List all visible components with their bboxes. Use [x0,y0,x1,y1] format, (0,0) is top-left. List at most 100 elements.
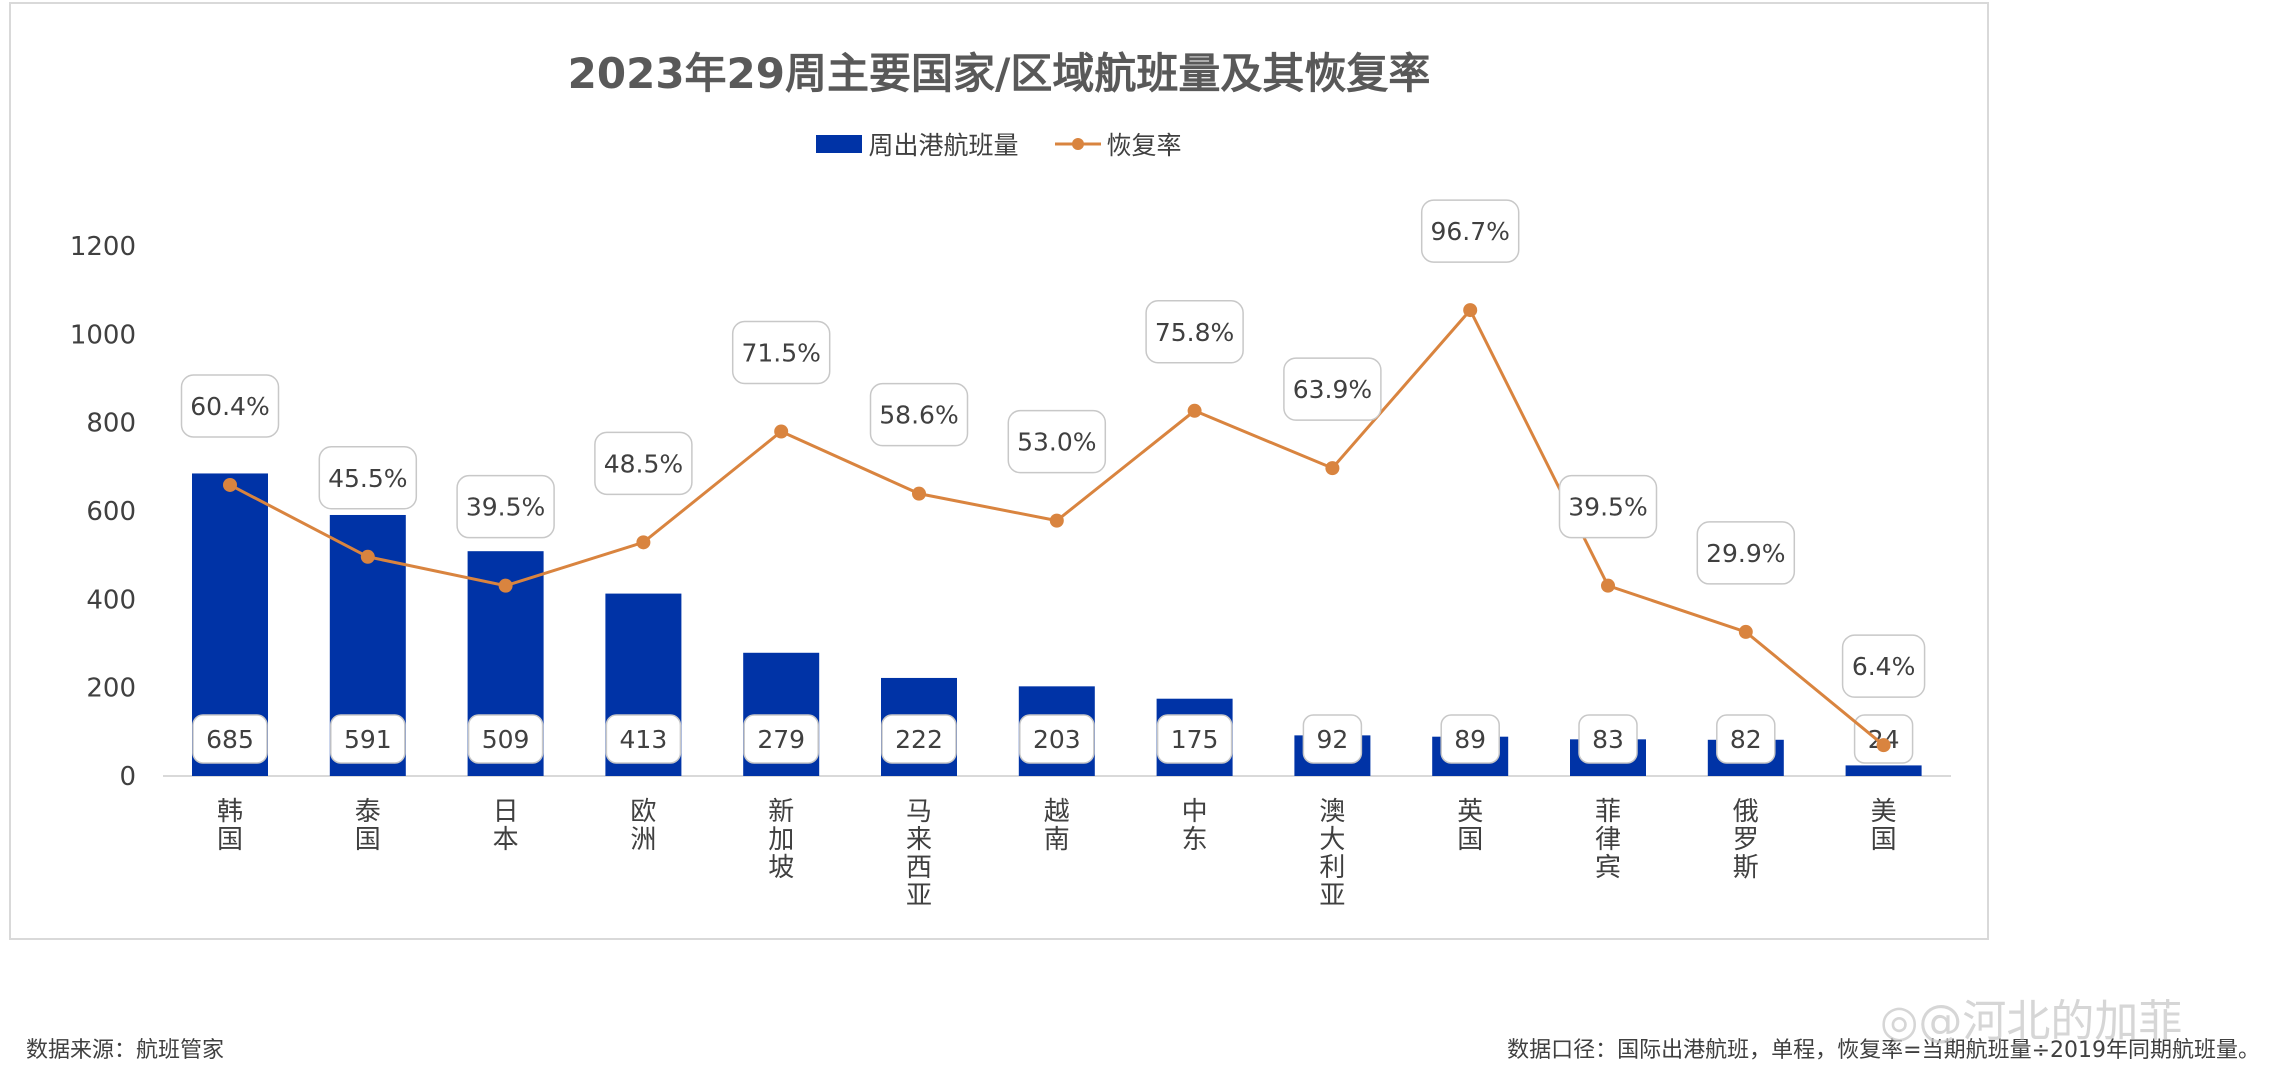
x-tick-label-char: 国 [217,825,243,855]
rate-data-label: 39.5% [1568,493,1647,522]
x-tick-label-char: 菲 [1595,797,1621,827]
bar-data-label: 175 [1171,725,1219,754]
rate-label-box [1007,409,1107,474]
x-tick-label-char: 洲 [630,825,656,855]
x-tick-label-char: 东 [1182,825,1208,855]
x-tick-label-char: 韩 [217,797,243,827]
legend-item-rate: 恢复率 [1054,126,1182,162]
y-tick-label: 1000 [70,320,136,350]
bar-label-box [1019,714,1095,764]
x-tick-label-char: 坡 [768,853,794,883]
rate-point [774,424,789,439]
x-tick-label-char: 斯 [1733,853,1759,883]
bar-label-box [467,714,544,764]
bar-data-label: 89 [1454,725,1486,754]
rate-point [1049,513,1064,528]
bar-label-box [1716,714,1776,764]
y-tick-label: 0 [119,762,136,792]
rate-label-box [869,382,969,447]
bar-label-box [1440,714,1500,764]
x-tick-label-char: 国 [355,825,381,855]
y-tick-label: 1200 [70,232,136,262]
x-tick-label-char: 大 [1319,825,1345,855]
y-tick-label: 200 [86,674,136,704]
x-tick-label-char: 美 [1871,797,1897,827]
bar-label-box [1156,714,1233,764]
rate-data-label: 60.4% [190,392,269,421]
y-tick-label: 400 [86,585,136,615]
legend-item-flights: 周出港航班量 [816,126,1019,162]
x-tick-label-char: 国 [1457,825,1483,855]
rate-data-label: 53.0% [1017,428,1096,457]
watermark-text: @河北的加菲 [1918,996,2183,1047]
rate-point [1876,738,1891,753]
bar-data-label: 83 [1592,725,1624,754]
x-tick-label-char: 马 [906,797,932,827]
rate-label-box [1283,357,1382,421]
x-tick-label-char: 俄 [1733,797,1759,827]
bar-label-box [192,714,268,764]
rate-point [1325,461,1340,476]
rate-point [498,578,513,593]
data-note: 数据口径：国际出港航班，单程，恢复率=当期航班量÷2019年同期航班量。 [1507,1038,2260,1063]
legend-line-swatch [1054,138,1101,150]
chart-title: 2023年29周主要国家/区域航班量及其恢复率 [567,49,1431,98]
rate-label-box [1558,474,1658,539]
rate-point [1738,624,1753,639]
rate-label-box [1420,199,1520,263]
legend: 周出港航班量 恢复率 [11,126,1987,162]
bar-label-box [881,714,957,764]
rate-data-label: 71.5% [741,339,820,368]
x-tick-label-char: 利 [1319,853,1345,883]
data-source: 数据来源：航班管家 [26,1038,225,1063]
legend-bar-swatch [816,135,863,153]
x-tick-label-char: 罗 [1733,825,1759,855]
legend-label-flights: 周出港航班量 [868,131,1019,160]
rate-label-box [180,374,280,438]
rate-label-box [456,474,555,539]
rate-label-box [1145,300,1244,364]
bar-label-box [1578,714,1638,764]
y-tick-label: 600 [86,497,136,527]
bar-data-label: 509 [482,725,530,754]
x-tick-label-char: 中 [1182,797,1208,827]
x-tick-label-char: 宾 [1595,853,1621,883]
rate-data-label: 6.4% [1852,652,1916,681]
rate-data-label: 48.5% [604,449,683,478]
x-tick-label-char: 国 [1871,825,1897,855]
bar-data-label: 413 [620,725,668,754]
bar-data-label: 92 [1316,725,1348,754]
x-tick-label-char: 欧 [630,797,656,827]
rate-data-label: 58.6% [879,401,958,430]
x-tick-label-char: 亚 [1319,881,1345,911]
bar-label-box [605,714,682,764]
x-tick-label-char: 英 [1457,797,1483,827]
rate-point [223,477,237,492]
rate-data-label: 45.5% [328,464,407,493]
bar [1845,765,1922,776]
watermark: ◎@河北的加菲 [1880,985,2182,1049]
rate-point [1601,578,1615,593]
rate-point [1187,403,1202,418]
bar-label-box [330,714,406,764]
bar-data-label: 279 [757,725,805,754]
weibo-logo-icon: ◎ [1880,996,1919,1047]
x-tick-label-char: 泰 [355,797,381,827]
x-tick-label-char: 南 [1044,825,1070,855]
rate-point [912,486,926,501]
rate-point [1463,303,1478,318]
x-tick-label-char: 越 [1044,797,1070,827]
x-tick-label-char: 新 [768,797,794,827]
rate-label-box [594,431,693,496]
x-tick-label-char: 澳 [1319,797,1345,827]
bar-data-label: 591 [344,725,392,754]
bar-data-label: 685 [206,725,254,754]
rate-data-label: 96.7% [1430,217,1509,246]
x-tick-label-char: 来 [906,825,932,855]
rate-data-label: 63.9% [1293,375,1372,404]
rate-data-label: 39.5% [466,493,545,522]
rate-label-box [318,446,418,510]
bar-label-box [743,714,819,764]
x-tick-label-char: 日 [493,797,519,827]
